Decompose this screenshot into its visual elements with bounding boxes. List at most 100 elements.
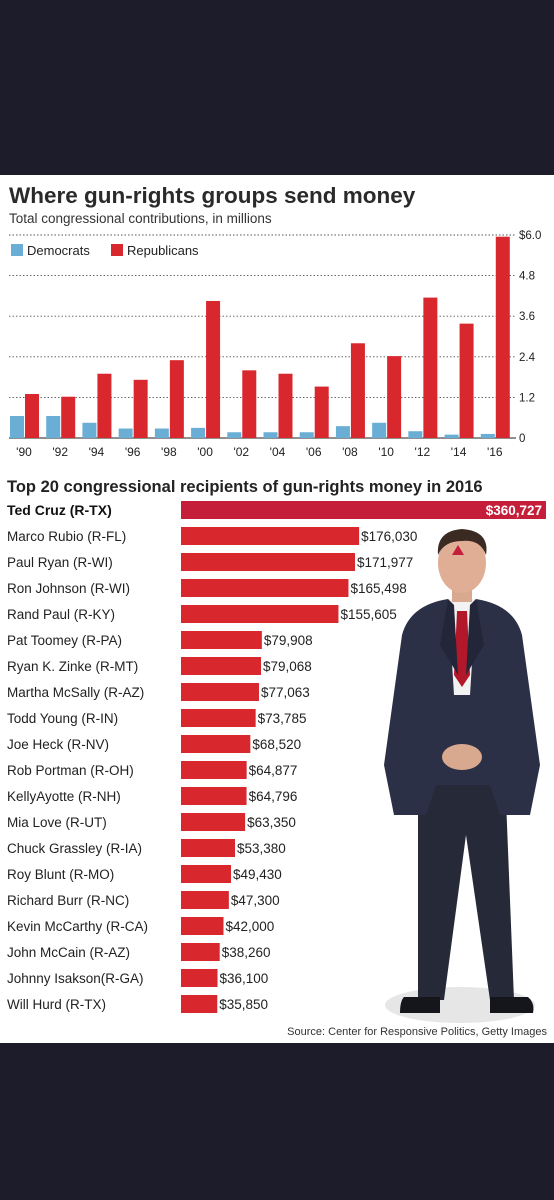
bar-republicans <box>61 396 76 438</box>
bar-democrats <box>118 428 133 438</box>
recipient-bar <box>181 839 236 857</box>
bar-republicans <box>314 386 329 438</box>
recipient-value: $38,260 <box>222 945 271 960</box>
y-tick-label: 1.2 <box>519 392 535 404</box>
x-tick-label: '00 <box>197 445 213 459</box>
x-tick-label: '96 <box>125 445 141 459</box>
recipient-value: $165,498 <box>350 581 406 596</box>
x-tick-label: '06 <box>306 445 322 459</box>
recipient-name: Chuck Grassley (R-IA) <box>7 841 142 856</box>
recipient-value: $79,068 <box>263 659 312 674</box>
recipient-values: $360,727 $176,030 $171,977 $165,498 $155,605… <box>219 503 542 1012</box>
recipient-bar <box>181 813 246 831</box>
x-tick-label: '14 <box>451 445 467 459</box>
bar-republicans <box>387 356 402 438</box>
x-tick-label: '90 <box>16 445 32 459</box>
bar-democrats <box>372 422 387 438</box>
recipient-value: $73,785 <box>258 711 307 726</box>
y-tick-label: 3.6 <box>519 311 535 323</box>
recipient-name: Paul Ryan (R-WI) <box>7 555 113 570</box>
x-tick-label: '04 <box>270 445 286 459</box>
recipient-bar <box>181 605 339 623</box>
recipient-bar <box>181 631 262 649</box>
x-tick-label: '98 <box>161 445 177 459</box>
y-tick-label: 0 <box>519 433 525 445</box>
recipient-value: $176,030 <box>361 529 417 544</box>
recipient-bar <box>181 943 220 961</box>
bar-democrats <box>299 432 314 438</box>
recipient-bars <box>181 501 546 1013</box>
legend: Democrats Republicans <box>11 243 199 258</box>
legend-swatch-democrats <box>11 244 23 256</box>
bar-democrats <box>408 431 423 438</box>
recipient-names: Ted Cruz (R-TX) Marco Rubio (R-FL) Paul Ry… <box>7 502 148 1012</box>
recipient-bar <box>181 761 247 779</box>
recipient-value: $171,977 <box>357 555 413 570</box>
recipient-bar <box>181 969 218 987</box>
recipient-name: Johnny Isakson(R-GA) <box>7 971 144 986</box>
recipient-bar <box>181 995 218 1013</box>
chart-title: Where gun-rights groups send money <box>9 183 416 208</box>
recipient-value: $53,380 <box>237 841 286 856</box>
infographic-card: Where gun-rights groups send money Total… <box>0 175 554 1043</box>
pointer-triangle <box>452 545 464 555</box>
x-tick-label: '08 <box>342 445 358 459</box>
bar-republicans <box>206 300 221 438</box>
recipient-name: Ryan K. Zinke (R-MT) <box>7 659 138 674</box>
recipient-bar <box>181 917 224 935</box>
recipient-bar <box>181 579 349 597</box>
bar-democrats <box>227 432 242 438</box>
y-tick-label: $6.0 <box>519 230 541 242</box>
recipient-name: Martha McSally (R-AZ) <box>7 685 144 700</box>
x-tick-label: '94 <box>89 445 105 459</box>
recipient-name: KellyAyotte (R-NH) <box>7 789 121 804</box>
bar-republicans <box>97 373 112 438</box>
recipient-bar <box>181 891 229 909</box>
recipient-name: John McCain (R-AZ) <box>7 945 130 960</box>
y-axis-ticks: $6.0 4.8 3.6 2.4 1.2 0 <box>519 230 541 445</box>
recipient-name: Rob Portman (R-OH) <box>7 763 134 778</box>
recipient-name: Ted Cruz (R-TX) <box>7 502 112 518</box>
source-note: Source: Center for Responsive Politics, … <box>287 1026 547 1038</box>
bar-republicans <box>350 343 365 438</box>
recipient-name: Will Hurd (R-TX) <box>7 997 106 1012</box>
x-tick-label: '12 <box>415 445 431 459</box>
bar-republicans <box>133 379 148 438</box>
recipient-bar <box>181 553 356 571</box>
recipient-bar <box>181 709 256 727</box>
y-tick-label: 4.8 <box>519 271 535 283</box>
recipient-value: $64,796 <box>249 789 298 804</box>
bar-republicans <box>423 297 438 438</box>
bar-republicans <box>459 323 474 438</box>
recipient-name: Pat Toomey (R-PA) <box>7 633 122 648</box>
x-axis-ticks: '90 '92 '94 '96 '98 '00 '02 '04 '06 '08 '10 '12 '14 '… <box>16 445 503 459</box>
x-tick-label: '16 <box>487 445 503 459</box>
bar-democrats <box>191 427 206 438</box>
recipient-bar <box>181 735 251 753</box>
bar-democrats <box>480 433 495 438</box>
recipient-value: $77,063 <box>261 685 310 700</box>
recipient-name: Richard Burr (R-NC) <box>7 893 129 908</box>
bar-republicans <box>495 236 510 438</box>
recipient-bar <box>181 787 247 805</box>
bar-democrats <box>263 432 278 438</box>
recipients-bar-chart: Top 20 congressional recipients of gun-r… <box>7 478 547 1038</box>
bar-republicans <box>169 360 184 438</box>
bar-democrats <box>335 426 350 438</box>
chart-subtitle: Total congressional contributions, in mi… <box>9 211 272 226</box>
recipient-bar <box>181 657 262 675</box>
recipient-bar <box>181 501 546 519</box>
bar-republicans <box>278 373 293 438</box>
recipient-name: Joe Heck (R-NV) <box>7 737 109 752</box>
y-tick-label: 2.4 <box>519 352 536 364</box>
recipient-name: Marco Rubio (R-FL) <box>7 529 126 544</box>
man-in-suit-photo <box>384 529 540 1023</box>
recipient-value: $63,350 <box>247 815 296 830</box>
recipient-bar <box>181 865 232 883</box>
contributions-bar-chart: Where gun-rights groups send money Total… <box>9 183 541 459</box>
recipient-value: $36,100 <box>220 971 269 986</box>
bars <box>10 236 510 438</box>
legend-swatch-republicans <box>111 244 123 256</box>
recipient-value: $49,430 <box>233 867 282 882</box>
bar-democrats <box>46 416 61 438</box>
